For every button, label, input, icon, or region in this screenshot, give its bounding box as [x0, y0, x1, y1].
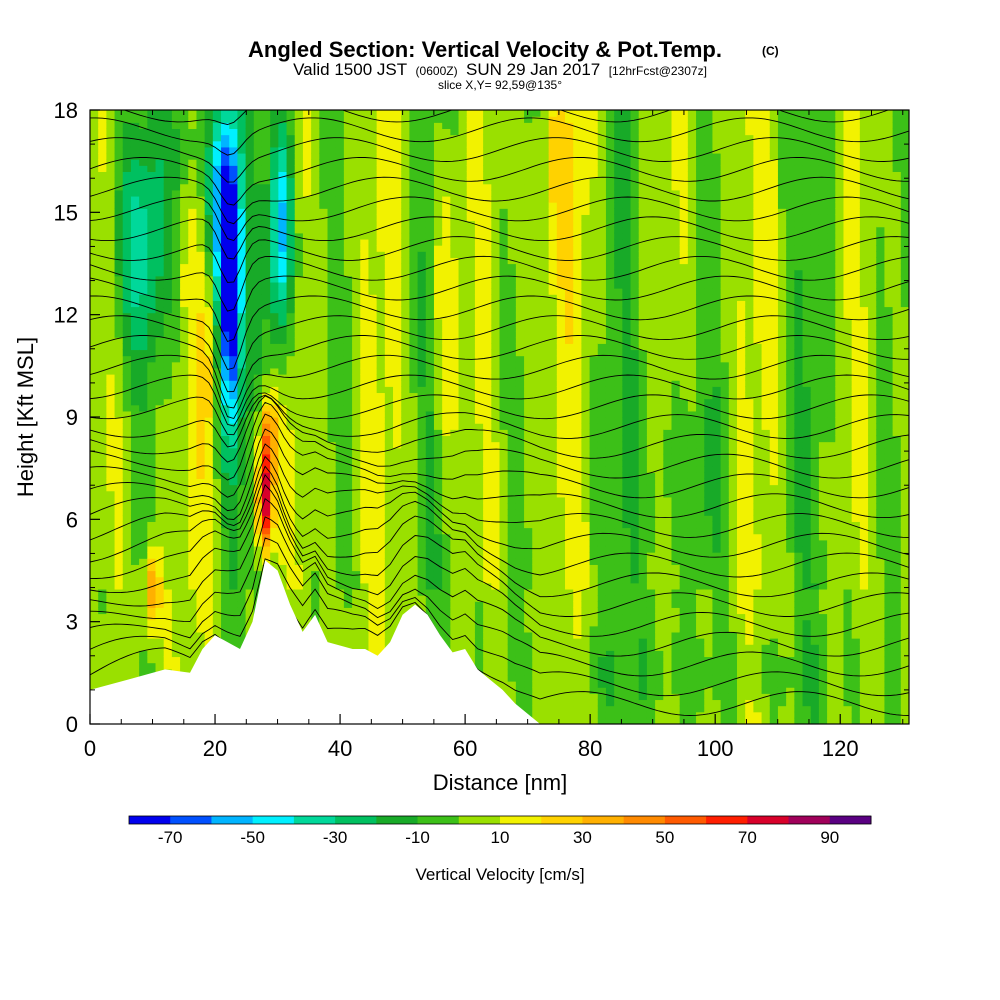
isentrope-line: [90, 275, 909, 343]
y-tick-label: 15: [54, 200, 78, 225]
isentrope-line: [109, 93, 853, 102]
chart-subtitle: Valid 1500 JST (0600Z) SUN 29 Jan 2017 […: [293, 60, 707, 79]
isentrope-line: [90, 443, 909, 538]
isentrope-line: [90, 413, 909, 499]
isentrope-line: [90, 455, 909, 558]
subtitle-forecast: [12hrFcst@2307z]: [609, 64, 707, 78]
isentrope-line: [90, 392, 909, 436]
plot-area: [90, 93, 909, 724]
isentrope-line: [90, 394, 909, 448]
subtitle-date: SUN 29 Jan 2017: [466, 60, 600, 79]
x-tick-label: 80: [578, 736, 602, 761]
isentrope-line: [90, 474, 909, 598]
x-tick-label: 120: [822, 736, 859, 761]
isentrope-line: [90, 354, 909, 420]
potential-temperature-contours: [90, 93, 909, 716]
isentrope-line: [90, 315, 909, 393]
x-axis-label: Distance [nm]: [433, 770, 568, 795]
y-tick-label: 9: [66, 405, 78, 430]
x-tick-label: 60: [453, 736, 477, 761]
colorbar-tick-label: 50: [655, 828, 674, 847]
colorbar-swatch: [788, 816, 831, 824]
colorbar-swatch: [376, 816, 419, 824]
colorbar-swatch: [170, 816, 212, 824]
slice-note: slice X,Y= 92,59@135°: [438, 78, 562, 92]
colorbar-swatch: [458, 816, 501, 824]
colorbar-tick-label: -30: [323, 828, 348, 847]
chart-title: Angled Section: Vertical Velocity & Pot.…: [248, 37, 722, 62]
isentrope-line: [90, 236, 909, 283]
colorbar-tick-label: -10: [405, 828, 430, 847]
colorbar-tick-label: 10: [491, 828, 510, 847]
isentrope-line: [90, 516, 909, 657]
colorbar-swatch: [706, 816, 748, 824]
colorbar: -70 -50 -30 -10 10 30 50 70 90: [128, 815, 872, 847]
isentrope-line: [90, 216, 909, 260]
x-tick-label: 100: [697, 736, 734, 761]
colorbar-swatch: [747, 816, 790, 824]
x-tick-label: 20: [203, 736, 227, 761]
colorbar-swatch: [623, 816, 666, 824]
isentrope-line: [90, 374, 909, 427]
colorbar-tick-label: 90: [820, 828, 839, 847]
colorbar-tick-label: 70: [738, 828, 757, 847]
colorbar-swatch: [829, 816, 872, 824]
colorbar-swatch: [500, 816, 542, 824]
colorbar-swatch: [335, 816, 377, 824]
subtitle-valid: Valid 1500 JST: [293, 60, 407, 79]
colorbar-swatch: [293, 816, 336, 824]
y-tick-label: 12: [54, 303, 78, 328]
isentrope-line: [90, 196, 909, 242]
colorbar-swatch: [541, 816, 583, 824]
chart-title-suffix: (C): [762, 44, 779, 58]
y-tick-label: 18: [54, 98, 78, 123]
isentrope-line: [90, 156, 909, 206]
x-tick-label: 40: [328, 736, 352, 761]
x-axis: 0 20 40 60 80 100 120: [84, 110, 904, 761]
colorbar-swatch: [211, 816, 254, 824]
isentrope-line: [90, 428, 909, 519]
isentrope-line: [90, 558, 909, 697]
y-tick-label: 6: [66, 507, 78, 532]
isentrope-line: [90, 137, 909, 183]
isentrope-line: [90, 497, 909, 637]
colorbar-frame: [128, 815, 872, 825]
isentrope-line: [90, 484, 909, 617]
colorbar-swatch: [664, 816, 707, 824]
isentrope-line: [90, 537, 909, 677]
colorbar-swatch: [252, 816, 295, 824]
isentrope-line: [90, 295, 909, 371]
colorbar-swatch: [129, 816, 171, 824]
terrain: [90, 560, 541, 724]
isentrope-line: [90, 465, 909, 578]
isentrope-line: [123, 110, 890, 125]
isentrope-line: [90, 117, 909, 156]
isentrope-line: [90, 176, 909, 225]
colorbar-swatch: [417, 816, 460, 824]
colorbar-tick-label: 30: [573, 828, 592, 847]
y-axis-label: Height [Kft MSL]: [13, 337, 38, 497]
colorbar-title: Vertical Velocity [cm/s]: [415, 865, 584, 884]
y-tick-label: 0: [66, 712, 78, 737]
colorbar-swatch: [582, 816, 625, 824]
colorbar-tick-label: -70: [158, 828, 183, 847]
isentrope-line: [90, 255, 909, 312]
y-tick-label: 3: [66, 610, 78, 635]
x-tick-label: 0: [84, 736, 96, 761]
isentrope-line: [90, 401, 909, 481]
colorbar-tick-label: -50: [240, 828, 265, 847]
y-axis: 0 3 6 9 12 15 18: [54, 98, 909, 737]
velocity-field: [90, 110, 909, 724]
subtitle-utc: (0600Z): [416, 64, 458, 78]
isentrope-line: [90, 395, 909, 463]
isentrope-line: [90, 335, 909, 409]
